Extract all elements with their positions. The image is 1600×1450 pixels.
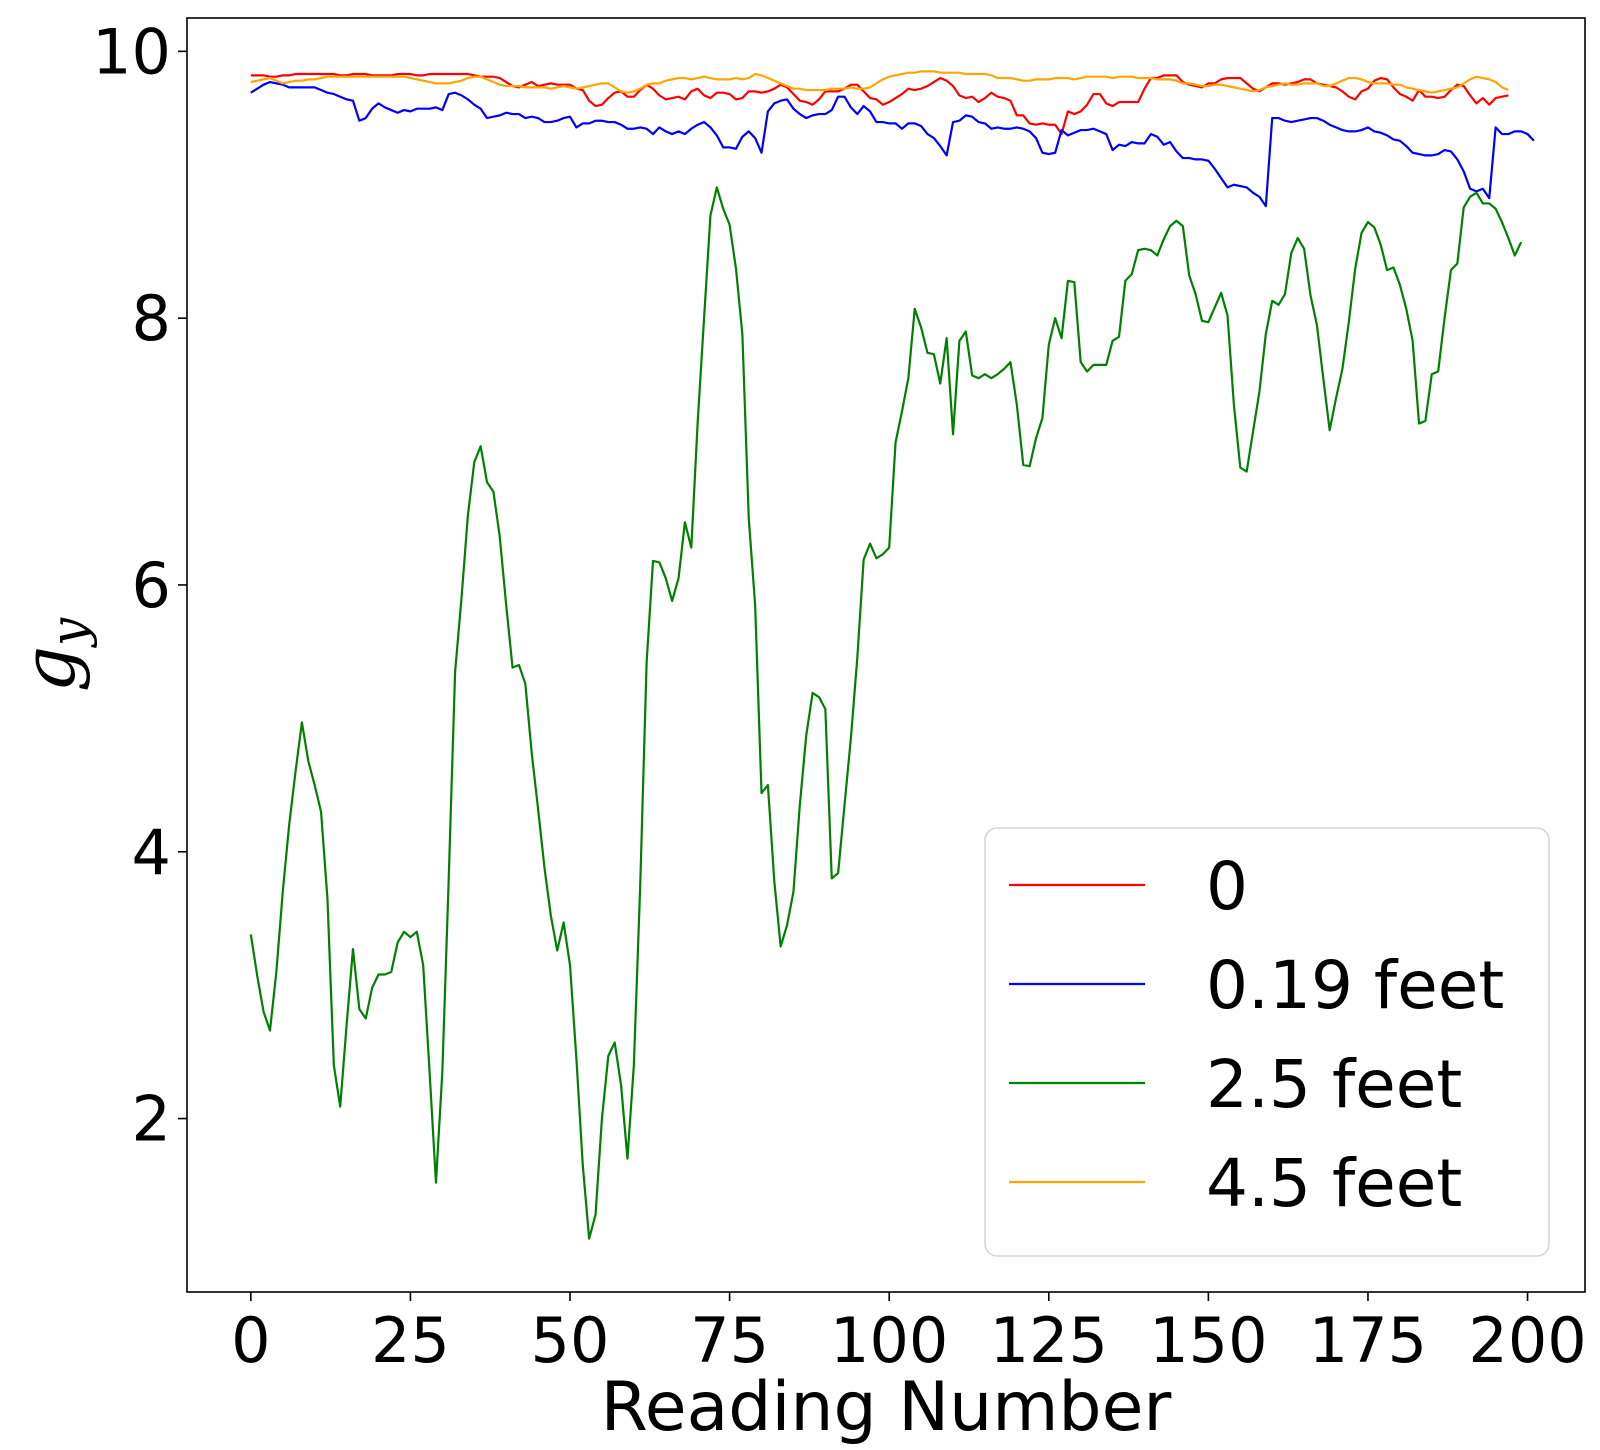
x-tick-label: 50 [531,1304,610,1377]
y-axis: 2 4 6 8 10 [92,15,187,1156]
y-tick-label: 2 [132,1083,171,1156]
x-tick-label: 100 [830,1304,948,1377]
series-line-2 [249,186,1523,1240]
legend-items: 0 0.19 feet 2.5 feet 4.5 feet [1009,848,1504,1222]
legend-box [984,827,1550,1257]
y-axis-label-sub: y [40,617,98,648]
series-line-1 [250,80,1535,208]
series-layer [249,70,1535,1240]
legend-label-0: 0 [1206,848,1248,925]
legend-label-3: 4.5 feet [1206,1145,1462,1222]
x-tick-label: 125 [990,1304,1108,1377]
x-tick-label: 200 [1468,1304,1586,1377]
x-tick-label: 0 [231,1304,270,1377]
x-tick-label: 25 [371,1304,450,1377]
y-axis-label: gy [7,617,98,692]
y-tick-label: 8 [132,282,171,355]
y-tick-label: 6 [132,549,171,622]
x-tick-label: 75 [690,1304,769,1377]
legend-label-2: 2.5 feet [1206,1046,1462,1123]
plot-frame [186,17,1586,1293]
series-line-3 [250,70,1509,94]
legend: 0 0.19 feet 2.5 feet 4.5 feet [984,827,1550,1257]
y-axis-label-main: g [7,646,91,692]
x-tick-label: 150 [1149,1304,1267,1377]
y-tick-label: 4 [132,816,171,889]
svg-text:gy: gy [7,617,98,692]
x-axis: 0 25 50 75 100 125 150 175 200 [231,1292,1587,1377]
y-tick-label: 10 [92,15,171,88]
x-axis-label: Reading Number [601,1368,1172,1447]
series-line-0 [250,72,1509,136]
legend-label-1: 0.19 feet [1206,947,1504,1024]
x-tick-label: 175 [1309,1304,1427,1377]
